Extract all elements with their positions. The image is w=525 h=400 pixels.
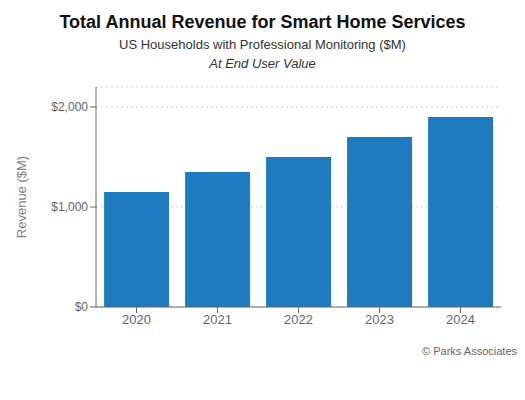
svg-text:2022: 2022: [284, 312, 313, 327]
svg-text:$0: $0: [75, 300, 89, 314]
html-text:Total Annual Revenue for Smart: Total Annual Revenue for Smart Home Serv…: [59, 12, 466, 32]
svg-text:$1,000: $1,000: [51, 200, 88, 214]
svg-text:2020: 2020: [122, 312, 151, 327]
svg-text:2023: 2023: [365, 312, 394, 327]
svg-text:2024: 2024: [446, 312, 475, 327]
html-text:© Parks Associates: © Parks Associates: [422, 345, 517, 357]
svg-text:2021: 2021: [203, 312, 232, 327]
svg-text:$2,000: $2,000: [51, 100, 88, 114]
html-text:At End User Value: At End User Value: [209, 56, 316, 71]
html-text:US Households with Professiona: US Households with Professional Monitori…: [119, 37, 406, 52]
svg-text:Revenue ($M): Revenue ($M): [14, 156, 29, 238]
